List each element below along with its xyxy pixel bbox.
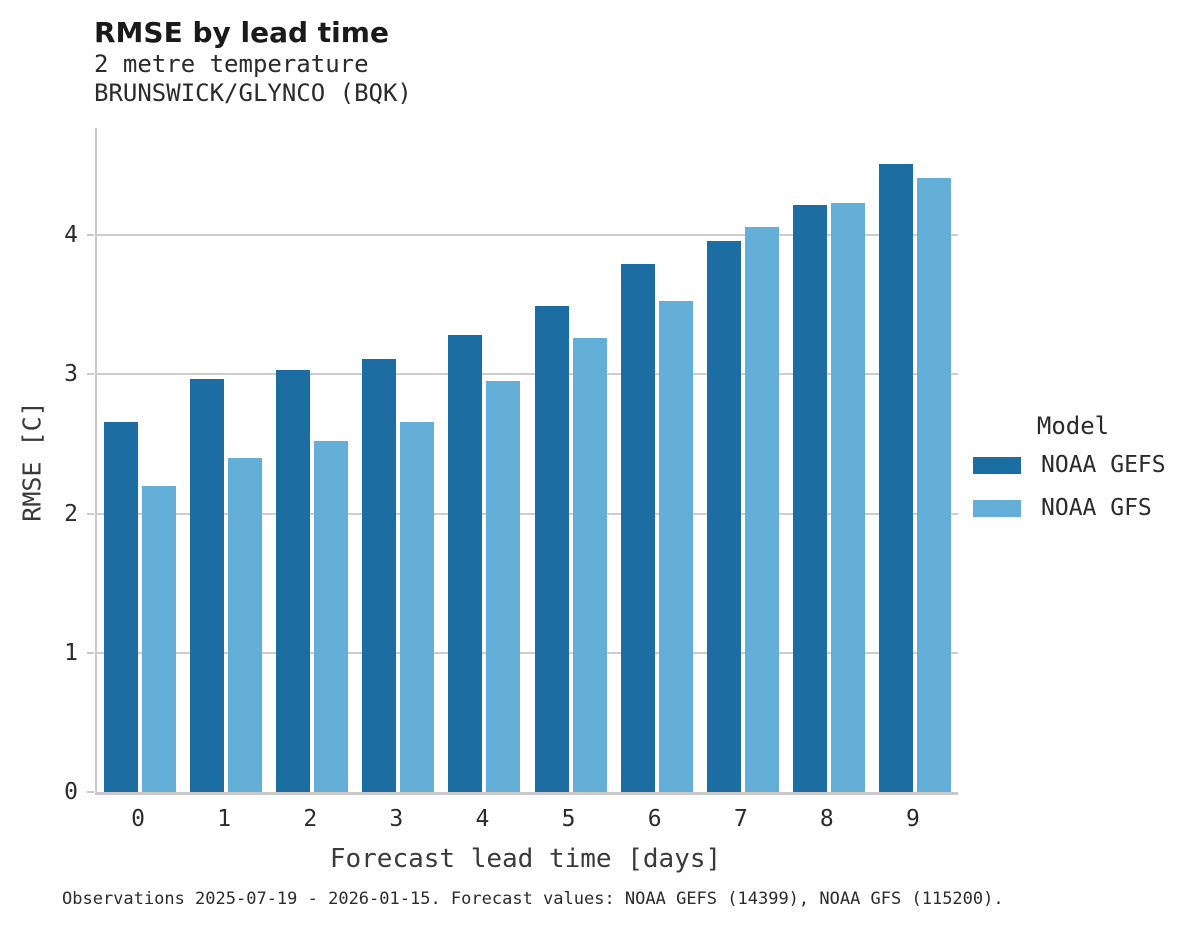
bar-gefs-day-3 — [362, 359, 397, 792]
chart-subtitle-variable: 2 metre temperature — [94, 50, 369, 78]
x-tick-label-3: 3 — [389, 806, 404, 832]
bar-gefs-day-2 — [276, 370, 311, 792]
bar-gefs-day-8 — [792, 204, 827, 792]
y-tick-labels: 0 1 2 3 4 — [30, 128, 78, 805]
legend-label-gefs: NOAA GEFS — [1041, 452, 1166, 478]
x-tick-label-8: 8 — [819, 806, 834, 832]
x-tick-label-7: 7 — [733, 806, 748, 832]
legend: Model NOAA GEFS NOAA GFS — [973, 412, 1188, 538]
y-tick-mark-1 — [87, 651, 94, 654]
y-tick-label-0: 0 — [64, 779, 78, 805]
y-tick-mark-3 — [87, 373, 94, 376]
x-tick-label-6: 6 — [647, 806, 662, 832]
bar-gfs-day-8 — [830, 203, 865, 792]
bar-gfs-day-0 — [142, 485, 177, 792]
y-tick-label-2: 2 — [64, 500, 78, 527]
bar-gfs-day-2 — [314, 441, 349, 792]
legend-label-gfs: NOAA GFS — [1041, 495, 1152, 521]
bar-gfs-day-4 — [486, 381, 521, 792]
y-tick-label-3: 3 — [64, 361, 78, 388]
x-tick-label-5: 5 — [561, 806, 576, 832]
chart-header: RMSE by lead time 2 metre temperature BR… — [94, 16, 412, 108]
chart-subtitle-station: BRUNSWICK/GLYNCO (BQK) — [94, 79, 412, 107]
bar-gefs-day-5 — [534, 306, 569, 792]
bar-gefs-day-4 — [448, 335, 483, 792]
bar-gfs-day-1 — [228, 457, 263, 792]
gridline-y-2 — [97, 512, 958, 515]
legend-item-gfs: NOAA GFS — [973, 495, 1188, 521]
y-tick-mark-4 — [87, 234, 94, 237]
gridline-y-3 — [97, 373, 958, 376]
plot-area — [87, 128, 958, 795]
gefs-swatch-icon — [973, 456, 1021, 474]
bar-gefs-day-7 — [706, 240, 741, 792]
bar-gfs-day-3 — [400, 421, 435, 792]
bar-gefs-day-1 — [190, 378, 225, 792]
bar-gfs-day-9 — [916, 178, 951, 792]
bar-gefs-day-0 — [104, 421, 139, 792]
legend-item-gefs: NOAA GEFS — [973, 452, 1188, 478]
gfs-swatch-icon — [973, 499, 1021, 517]
bar-gfs-day-7 — [744, 226, 779, 792]
y-tick-mark-2 — [87, 512, 94, 515]
gridline-y-1 — [97, 651, 958, 654]
chart-title: RMSE by lead time — [94, 16, 389, 49]
y-tick-label-1: 1 — [64, 639, 78, 666]
y-tick-mark-0 — [87, 791, 94, 793]
x-axis-title: Forecast lead time [days] — [329, 844, 722, 874]
legend-title: Model — [1036, 412, 1110, 440]
x-tick-labels: 0 1 2 3 4 5 6 7 8 9 — [95, 806, 956, 838]
x-tick-label-2: 2 — [303, 806, 318, 832]
x-tick-label-1: 1 — [217, 806, 232, 832]
bar-gefs-day-6 — [620, 264, 655, 792]
gridline-y-4 — [97, 234, 958, 237]
bar-gfs-day-5 — [572, 338, 607, 792]
x-tick-label-9: 9 — [906, 806, 920, 832]
caption: Observations 2025-07-19 - 2026-01-15. Fo… — [62, 889, 1004, 909]
x-tick-label-4: 4 — [475, 806, 490, 832]
x-tick-label-0: 0 — [131, 806, 145, 832]
bar-gefs-day-9 — [878, 164, 913, 792]
y-tick-label-4: 4 — [64, 222, 78, 249]
bar-gfs-day-6 — [658, 300, 693, 792]
